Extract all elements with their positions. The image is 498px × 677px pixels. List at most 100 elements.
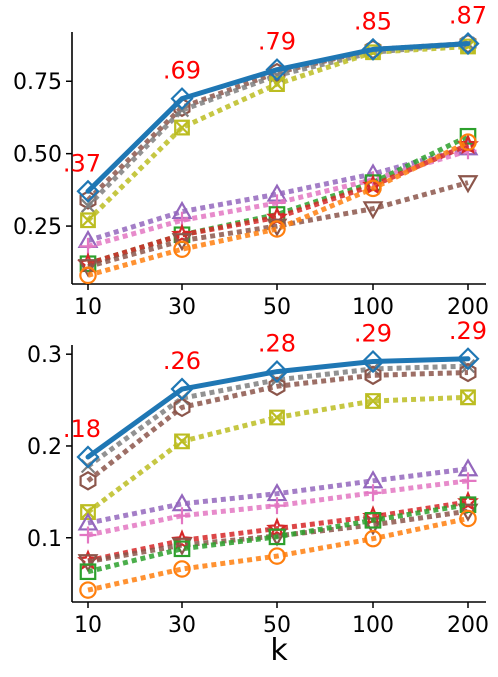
series-line	[87, 502, 469, 575]
x-tick-label: 200	[447, 295, 489, 320]
data-point	[362, 201, 384, 220]
data-point	[173, 560, 191, 578]
data-point	[268, 497, 286, 515]
y-tick-label: 0.1	[27, 527, 62, 552]
data-point	[364, 529, 382, 548]
series-0	[76, 32, 480, 203]
x-tick-label: 50	[263, 295, 291, 320]
data-point	[79, 471, 97, 491]
data-point	[173, 507, 191, 525]
series-3	[80, 389, 476, 520]
data-point	[265, 58, 289, 82]
series-8	[77, 175, 479, 278]
x-tick-label: 30	[168, 295, 196, 320]
data-point	[173, 540, 191, 558]
series-line	[87, 466, 469, 526]
data-point	[80, 504, 96, 520]
x-tick-label: 10	[74, 295, 102, 320]
data-point	[364, 511, 382, 529]
data-point	[77, 554, 99, 573]
series-2	[79, 362, 477, 491]
data-label: .79	[258, 28, 296, 56]
data-point	[268, 547, 286, 565]
y-tick-label: 0.50	[13, 143, 62, 168]
data-point	[174, 433, 190, 450]
data-point	[170, 377, 194, 401]
x-tick-label: 200	[447, 613, 489, 638]
data-point	[459, 133, 477, 151]
data-label: .29	[449, 317, 487, 345]
series-line	[85, 41, 471, 194]
y-tick-label: 0.25	[13, 215, 62, 240]
series-line	[87, 142, 469, 267]
series-9	[79, 509, 477, 599]
data-point	[79, 237, 97, 255]
data-point	[265, 360, 289, 384]
y-tick-label: 0.3	[27, 343, 62, 368]
y-tick-label: 0.2	[27, 435, 62, 460]
data-point	[460, 389, 476, 406]
data-point	[459, 496, 477, 514]
data-point	[456, 347, 480, 371]
series-0	[76, 347, 480, 469]
data-point	[459, 509, 477, 528]
data-point	[76, 445, 100, 469]
data-point	[266, 517, 288, 538]
data-point	[361, 349, 385, 374]
data-label: .37	[63, 149, 101, 177]
data-point	[456, 32, 480, 56]
y-tick-label: 0.75	[13, 70, 62, 95]
top-panel: 0.25 0.50 0.75 10 30 50 100 200 .37 .69 .79 .85 .87	[13, 2, 489, 320]
x-tick-label: 100	[352, 613, 394, 638]
series-8	[79, 496, 477, 581]
series-9	[79, 133, 477, 285]
data-label: .18	[63, 415, 101, 443]
data-point	[173, 240, 191, 258]
data-point	[76, 179, 100, 203]
series-line	[87, 180, 469, 270]
bottom-panel: 0.1 0.2 0.3 10 30 50 100 200 .18 .26 .28 .29 .29	[27, 317, 489, 638]
data-point	[361, 37, 385, 61]
data-point	[79, 526, 97, 544]
series-line	[86, 394, 469, 514]
data-point	[460, 358, 476, 374]
data-point	[80, 198, 96, 213]
data-point	[268, 220, 286, 238]
data-point	[79, 581, 97, 599]
data-label: .69	[163, 57, 201, 85]
data-label: .87	[449, 2, 487, 30]
data-point	[269, 372, 285, 388]
x-axis-title: k	[270, 633, 288, 668]
data-point	[365, 393, 381, 409]
series-line	[87, 516, 469, 593]
series-5	[79, 472, 477, 544]
series-line	[85, 356, 471, 460]
series-line	[87, 145, 469, 243]
data-label: .26	[163, 347, 201, 375]
data-point	[174, 119, 190, 136]
data-point	[364, 179, 382, 198]
data-point	[173, 397, 191, 418]
data-point	[459, 362, 477, 383]
x-tick-label: 10	[74, 613, 102, 638]
series-line	[87, 139, 470, 278]
data-point	[459, 127, 477, 145]
x-tick-label: 30	[168, 613, 196, 638]
series-line	[86, 370, 469, 483]
data-point	[171, 223, 193, 244]
data-point	[364, 484, 382, 502]
data-point	[80, 212, 96, 229]
data-point	[269, 409, 285, 426]
data-label: .29	[354, 320, 392, 348]
data-point	[170, 87, 194, 111]
data-point	[79, 563, 97, 581]
x-tick-label: 50	[263, 613, 291, 638]
data-point	[459, 472, 477, 490]
data-label: .28	[258, 330, 296, 358]
data-point	[364, 365, 382, 386]
data-label: .85	[354, 7, 392, 35]
data-point	[457, 175, 479, 194]
data-point	[268, 528, 286, 546]
data-point	[268, 376, 286, 397]
